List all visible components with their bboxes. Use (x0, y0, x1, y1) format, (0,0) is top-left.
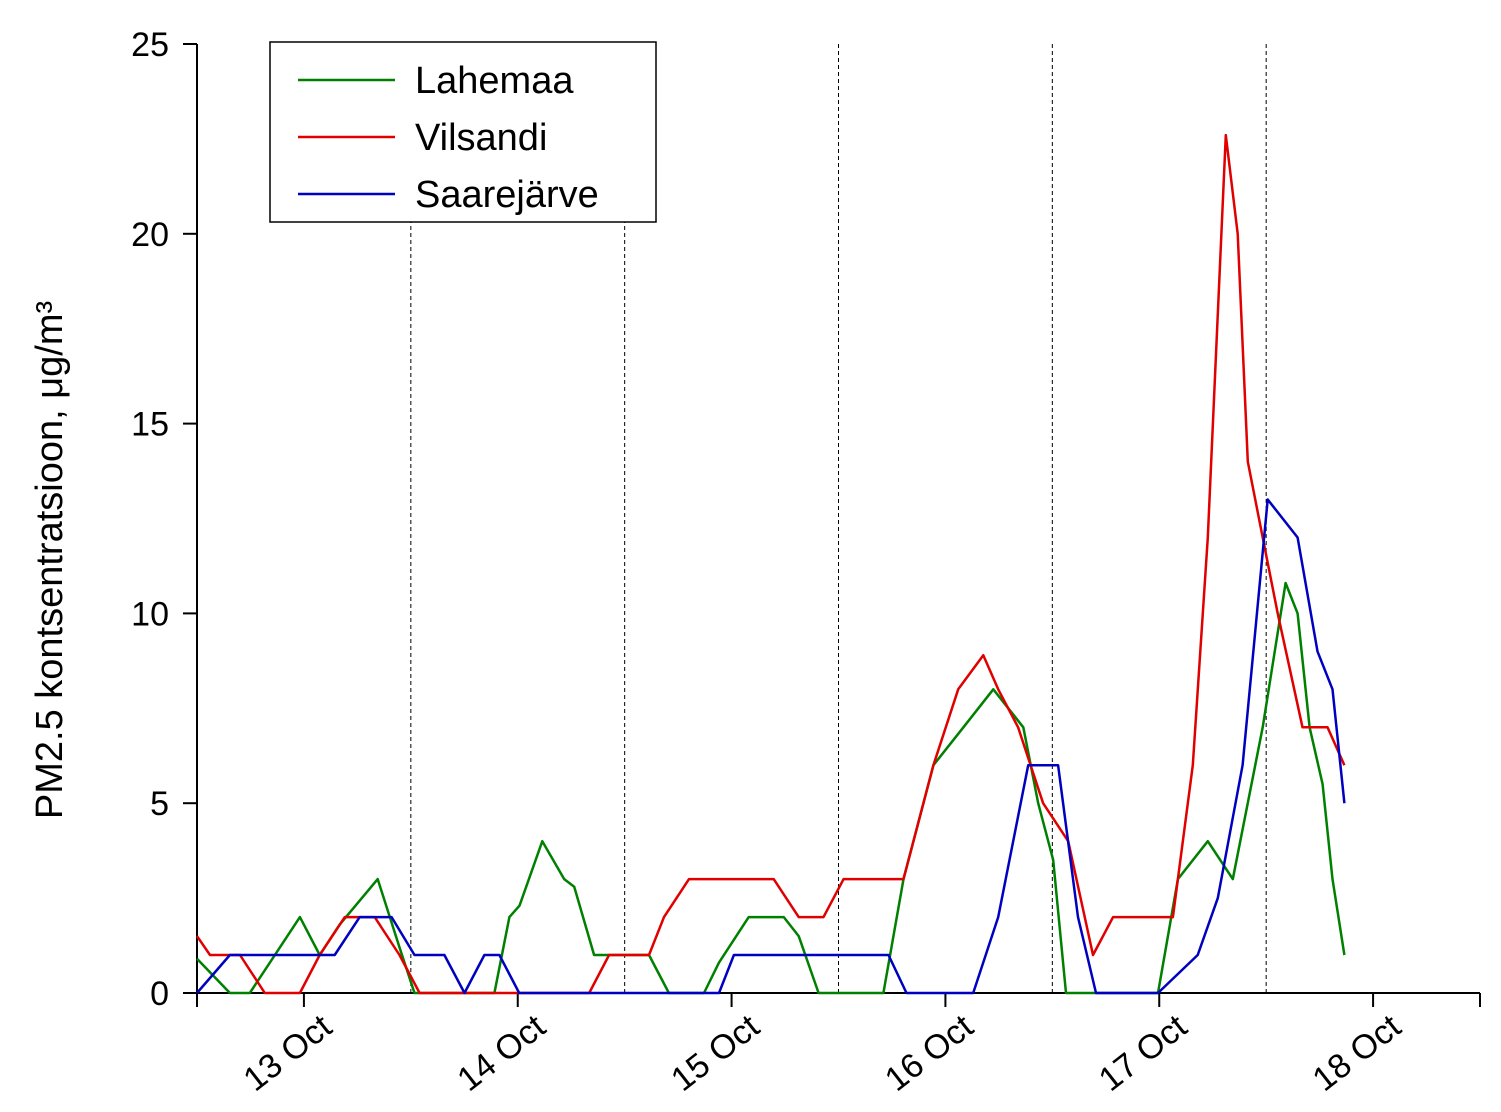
x-tick-label: 14 Oct (450, 1007, 553, 1099)
x-tick-label: 18 Oct (1306, 1007, 1409, 1099)
y-tick-label: 25 (131, 26, 169, 64)
data-line (196, 498, 1346, 995)
y-tick-label: 10 (131, 595, 169, 633)
legend-label: Lahemaa (415, 60, 574, 102)
x-tick-label: 17 Oct (1092, 1007, 1195, 1099)
y-tick-label: 0 (150, 975, 169, 1013)
data-line (195, 133, 1346, 995)
data-line (196, 581, 1346, 995)
legend-label: Saarejärve (415, 174, 599, 216)
legend-label: Vilsandi (415, 117, 547, 159)
x-tick-label: 16 Oct (878, 1007, 981, 1099)
x-tick-label: 15 Oct (664, 1007, 767, 1099)
y-tick-label: 20 (131, 216, 169, 254)
x-tick-label: 13 Oct (237, 1007, 340, 1099)
legend-box (269, 41, 657, 223)
y-axis-label: PM2.5 kontsentratsioon, μg/m³ (29, 301, 71, 819)
y-tick-label: 5 (150, 785, 169, 823)
y-tick-label: 15 (131, 406, 169, 444)
